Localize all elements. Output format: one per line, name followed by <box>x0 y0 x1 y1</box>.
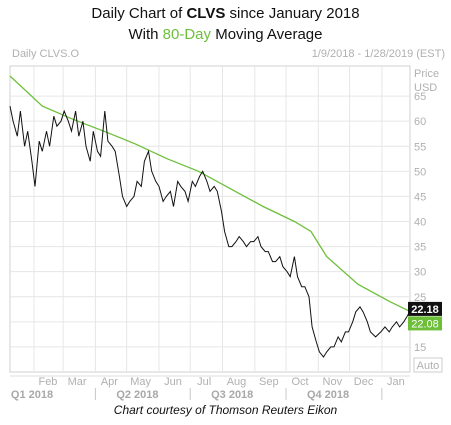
y-tick-label: 25 <box>414 292 426 304</box>
title-suffix: since January 2018 <box>225 5 360 22</box>
ma-value-badge <box>408 316 442 331</box>
value-badges: 22.18 22.08 Auto <box>408 301 443 373</box>
subtitle-suffix: Moving Average <box>211 26 323 43</box>
x-axis-ticks: Feb Mar Apr May Jun Jul Aug Sep Oct Nov Dec Jan <box>38 376 404 388</box>
chart-caption: Chart courtesy of Thomson Reuters Eikon <box>113 403 338 417</box>
quarter-label: Q3 2018 <box>211 389 253 401</box>
quarter-label: Q2 2018 <box>116 389 158 401</box>
chart-title: Daily Chart of CLVS since January 2018 <box>0 5 451 22</box>
quarter-label: Q1 2018 <box>11 389 53 401</box>
y-tick-label: 55 <box>414 141 426 153</box>
chart-subtitle: With 80-Day Moving Average <box>0 26 451 43</box>
chart-date-range: 1/9/2018 - 1/28/2019 (EST) <box>311 48 445 60</box>
y-tick-label: 15 <box>414 342 426 354</box>
auto-scale-box <box>413 357 443 373</box>
y-tick-label: 35 <box>414 242 426 254</box>
subtitle-prefix: With <box>128 26 163 43</box>
ma-value-label: 22.08 <box>411 318 439 330</box>
y-tick-label: 65 <box>414 91 426 103</box>
x-tick-label: Jul <box>197 376 211 388</box>
currency-axis-title: USD <box>414 82 438 94</box>
x-tick-label: Feb <box>38 376 57 388</box>
x-tick-label: Jan <box>387 376 405 388</box>
y-tick-label: 45 <box>414 191 426 203</box>
price-line <box>9 105 411 358</box>
quarter-label: Q4 2018 <box>307 389 349 401</box>
y-tick-label: 50 <box>414 166 426 178</box>
title-ticker: CLVS <box>186 5 226 22</box>
title-prefix: Daily Chart of <box>91 5 187 22</box>
chart-grid <box>9 65 411 373</box>
x-tick-label: Sep <box>259 376 279 388</box>
quarter-ticks: Q1 2018 Q2 2018 Q3 2018 Q4 2018 <box>10 375 410 401</box>
chart-series <box>9 75 411 358</box>
auto-scale-label: Auto <box>417 360 440 372</box>
last-price-label: 22.18 <box>411 304 439 316</box>
x-tick-label: Aug <box>227 376 247 388</box>
last-price-badge <box>408 301 442 316</box>
y-axis-ticks: 1520253035404550556065 <box>414 91 426 354</box>
y-tick-label: 40 <box>414 217 426 229</box>
x-tick-label: Dec <box>354 376 374 388</box>
x-tick-label: Mar <box>68 376 87 388</box>
y-tick-label: 60 <box>414 116 426 128</box>
subtitle-ma-period: 80-Day <box>162 26 212 43</box>
price-axis-title: Price <box>414 68 440 80</box>
chart-instrument-label: Daily CLVS.O <box>12 48 80 60</box>
x-tick-label: Oct <box>291 376 308 388</box>
x-tick-label: May <box>130 376 151 388</box>
x-tick-label: Nov <box>323 376 343 388</box>
plot-frame <box>9 65 411 373</box>
x-tick-label: Apr <box>101 376 118 388</box>
x-tick-label: Jun <box>164 376 182 388</box>
y-tick-label: 30 <box>414 267 426 279</box>
